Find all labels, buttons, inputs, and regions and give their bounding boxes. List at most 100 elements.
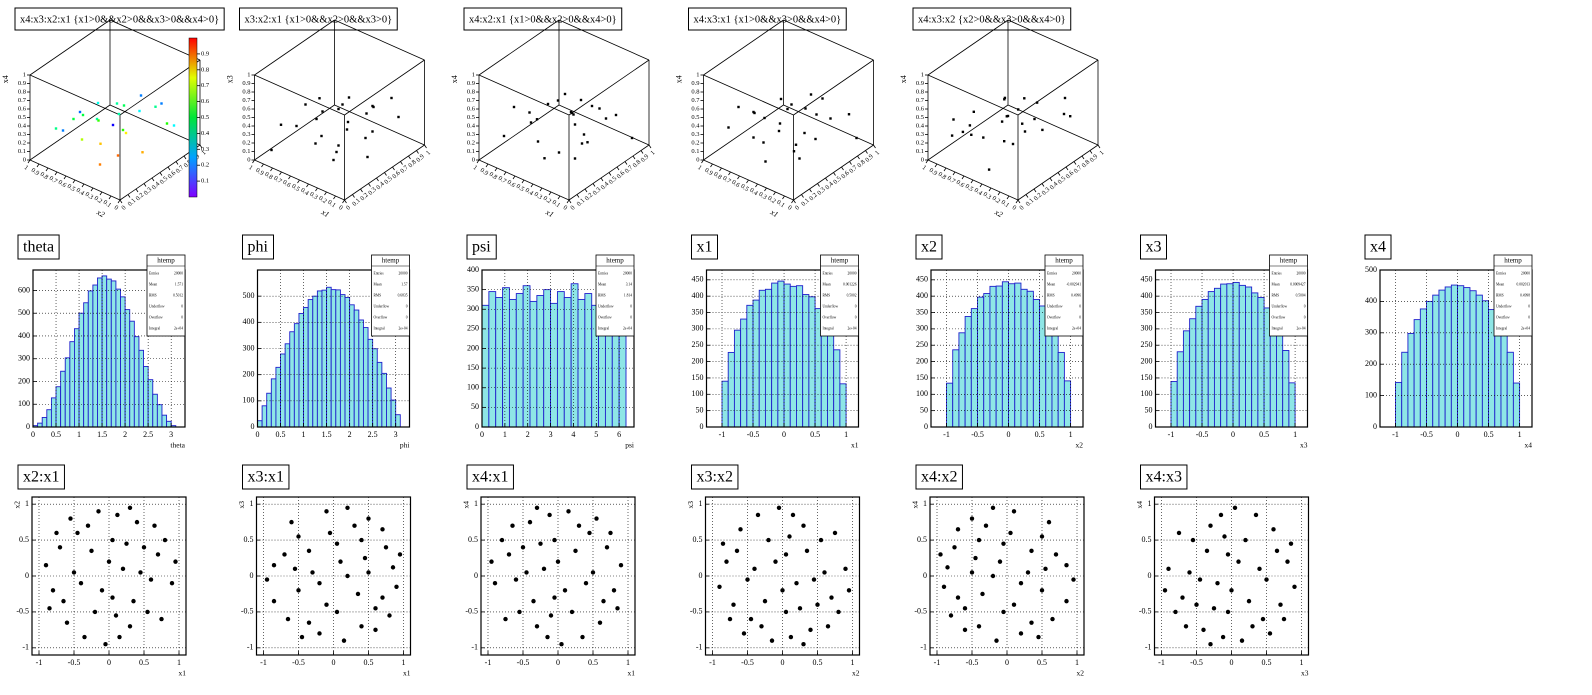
- y-tick-label: 0.1: [127, 197, 138, 208]
- y-tick: [1073, 161, 1077, 165]
- bar: [92, 284, 98, 428]
- point: [1208, 523, 1213, 528]
- x-tick-label: 0.2: [991, 195, 1002, 205]
- x-tick-label: 2.5: [368, 430, 378, 439]
- point: [941, 584, 947, 589]
- bar: [381, 372, 387, 428]
- x-tick-label: 0.5: [739, 183, 750, 193]
- y-tick: [873, 144, 876, 149]
- bar: [316, 290, 323, 428]
- point: [131, 598, 136, 604]
- y-tick-label: 100: [1365, 390, 1377, 399]
- bar: [584, 293, 593, 428]
- point: [321, 110, 324, 113]
- x-tick: [997, 191, 1001, 196]
- point: [717, 584, 722, 589]
- stats-value: 0: [1079, 304, 1081, 308]
- bar: [69, 341, 75, 428]
- stats-name: Mean: [374, 282, 382, 286]
- x-tick: [1015, 199, 1019, 204]
- x-tick-label: 0.5: [1037, 658, 1047, 667]
- bar: [312, 295, 318, 428]
- title-box: [466, 464, 514, 490]
- x-tick: [333, 195, 336, 200]
- x-axis-label: x1: [628, 669, 636, 678]
- point: [492, 580, 498, 586]
- point: [783, 609, 789, 615]
- bar: [995, 285, 1003, 428]
- point: [1288, 541, 1294, 546]
- point: [1039, 534, 1045, 539]
- y-tick-label: 0.8: [632, 159, 643, 170]
- stats-name: Underflow: [374, 304, 390, 308]
- point: [318, 97, 321, 100]
- point: [778, 122, 782, 125]
- y-tick-label: 300: [1365, 328, 1377, 337]
- x-tick-label: -0.5: [966, 658, 979, 667]
- x-tick-label: 0: [1011, 204, 1018, 212]
- point: [618, 563, 624, 568]
- point: [517, 609, 522, 615]
- point: [306, 548, 312, 554]
- point: [829, 595, 834, 600]
- y-tick-label: 1: [425, 149, 432, 156]
- stats-name: Underflow: [1496, 304, 1512, 308]
- x-tick-label: 1: [851, 658, 855, 667]
- point: [92, 609, 98, 615]
- plot-title: x4:x3:x1 {x1>0&&x3>0&&x4>0}: [694, 14, 842, 25]
- point: [138, 570, 143, 575]
- bar: [1213, 287, 1222, 428]
- point: [788, 634, 794, 640]
- point: [1039, 588, 1045, 593]
- bar: [1444, 286, 1452, 428]
- point: [847, 113, 851, 116]
- stats-value: 0: [181, 315, 183, 319]
- point: [148, 577, 154, 582]
- y-tick-label: 200: [916, 356, 928, 365]
- point: [345, 505, 350, 510]
- x-tick: [315, 187, 318, 192]
- y-tick-label: 1: [699, 499, 703, 508]
- stats-name: Underflow: [1272, 304, 1288, 308]
- point: [512, 105, 516, 109]
- bar: [839, 383, 847, 428]
- color-tick-label: 0.5: [201, 114, 209, 121]
- bar: [1457, 285, 1465, 428]
- x-tick: [270, 167, 273, 172]
- x-tick-label: 1: [177, 658, 181, 667]
- point: [97, 119, 100, 122]
- box-edge: [344, 59, 425, 116]
- bar: [55, 386, 62, 428]
- point: [394, 584, 399, 589]
- point: [397, 552, 403, 557]
- point: [1003, 96, 1007, 100]
- y-tick-label: 0.8: [1081, 159, 1092, 170]
- y-tick: [584, 188, 588, 193]
- point: [1274, 548, 1280, 554]
- point: [968, 124, 972, 127]
- point: [1003, 140, 1006, 143]
- bar: [138, 349, 144, 428]
- y-tick-label: 1: [649, 149, 656, 156]
- point: [734, 548, 740, 554]
- bar: [522, 285, 531, 428]
- point: [536, 140, 540, 143]
- stats-name: Entries: [598, 271, 609, 275]
- stats-name: Overflow: [823, 315, 837, 319]
- box-edge: [254, 104, 335, 161]
- y-tick-label: 0.4: [151, 180, 162, 191]
- box-edge: [29, 74, 121, 116]
- box-edge: [703, 74, 794, 116]
- point: [982, 136, 985, 139]
- x-tick-label: 0.9: [479, 167, 490, 177]
- point: [780, 588, 785, 593]
- frame: [256, 269, 411, 428]
- plot-title: x2:x1: [23, 469, 59, 486]
- point: [141, 545, 147, 550]
- z-tick-label: 1: [921, 71, 924, 78]
- x-tick-label: -0.5: [747, 430, 760, 439]
- stats-box: [1269, 254, 1308, 337]
- x-tick-label: 0.7: [721, 175, 732, 186]
- y-tick-label: 0: [1149, 422, 1153, 431]
- point: [738, 527, 743, 532]
